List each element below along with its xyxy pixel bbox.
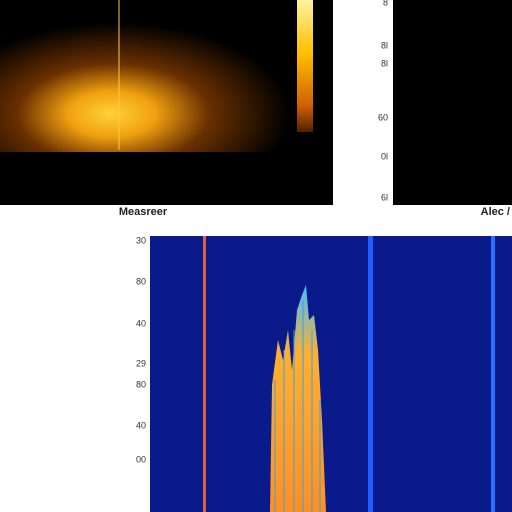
heat-panel: Measreer: [0, 0, 333, 218]
burst-streaks: [274, 300, 321, 512]
tick-label: 8l: [381, 40, 388, 50]
tick-label: 40: [136, 420, 146, 430]
marker-line: [368, 236, 373, 512]
panel-bg: [393, 0, 512, 205]
spectrogram-panel: 30 80 40 29 80 40 00: [136, 235, 512, 512]
tick-label: 40: [136, 318, 146, 328]
marker-line: [491, 236, 495, 512]
tick-label: 60: [378, 112, 388, 122]
tick-label: 00: [136, 454, 146, 464]
glow-image: [0, 0, 290, 152]
colorbar: [297, 0, 313, 132]
panel-bg: [150, 236, 512, 512]
tick-label: 30: [136, 235, 146, 245]
tick-label: 8: [383, 0, 388, 7]
tick-label: 8l: [381, 58, 388, 68]
tick-label: 80: [136, 379, 146, 389]
panel-label: Alec /: [481, 206, 510, 218]
marker-line: [203, 236, 206, 512]
tick-label: 6l: [381, 192, 388, 202]
tick-label: 29: [136, 358, 146, 368]
tick-label: 0l: [381, 151, 388, 161]
dark-panel: 8 8l 8l 60 0l 6l Alec /: [378, 0, 512, 218]
tick-label: 80: [136, 276, 146, 286]
panel-label: Measreer: [119, 206, 168, 218]
